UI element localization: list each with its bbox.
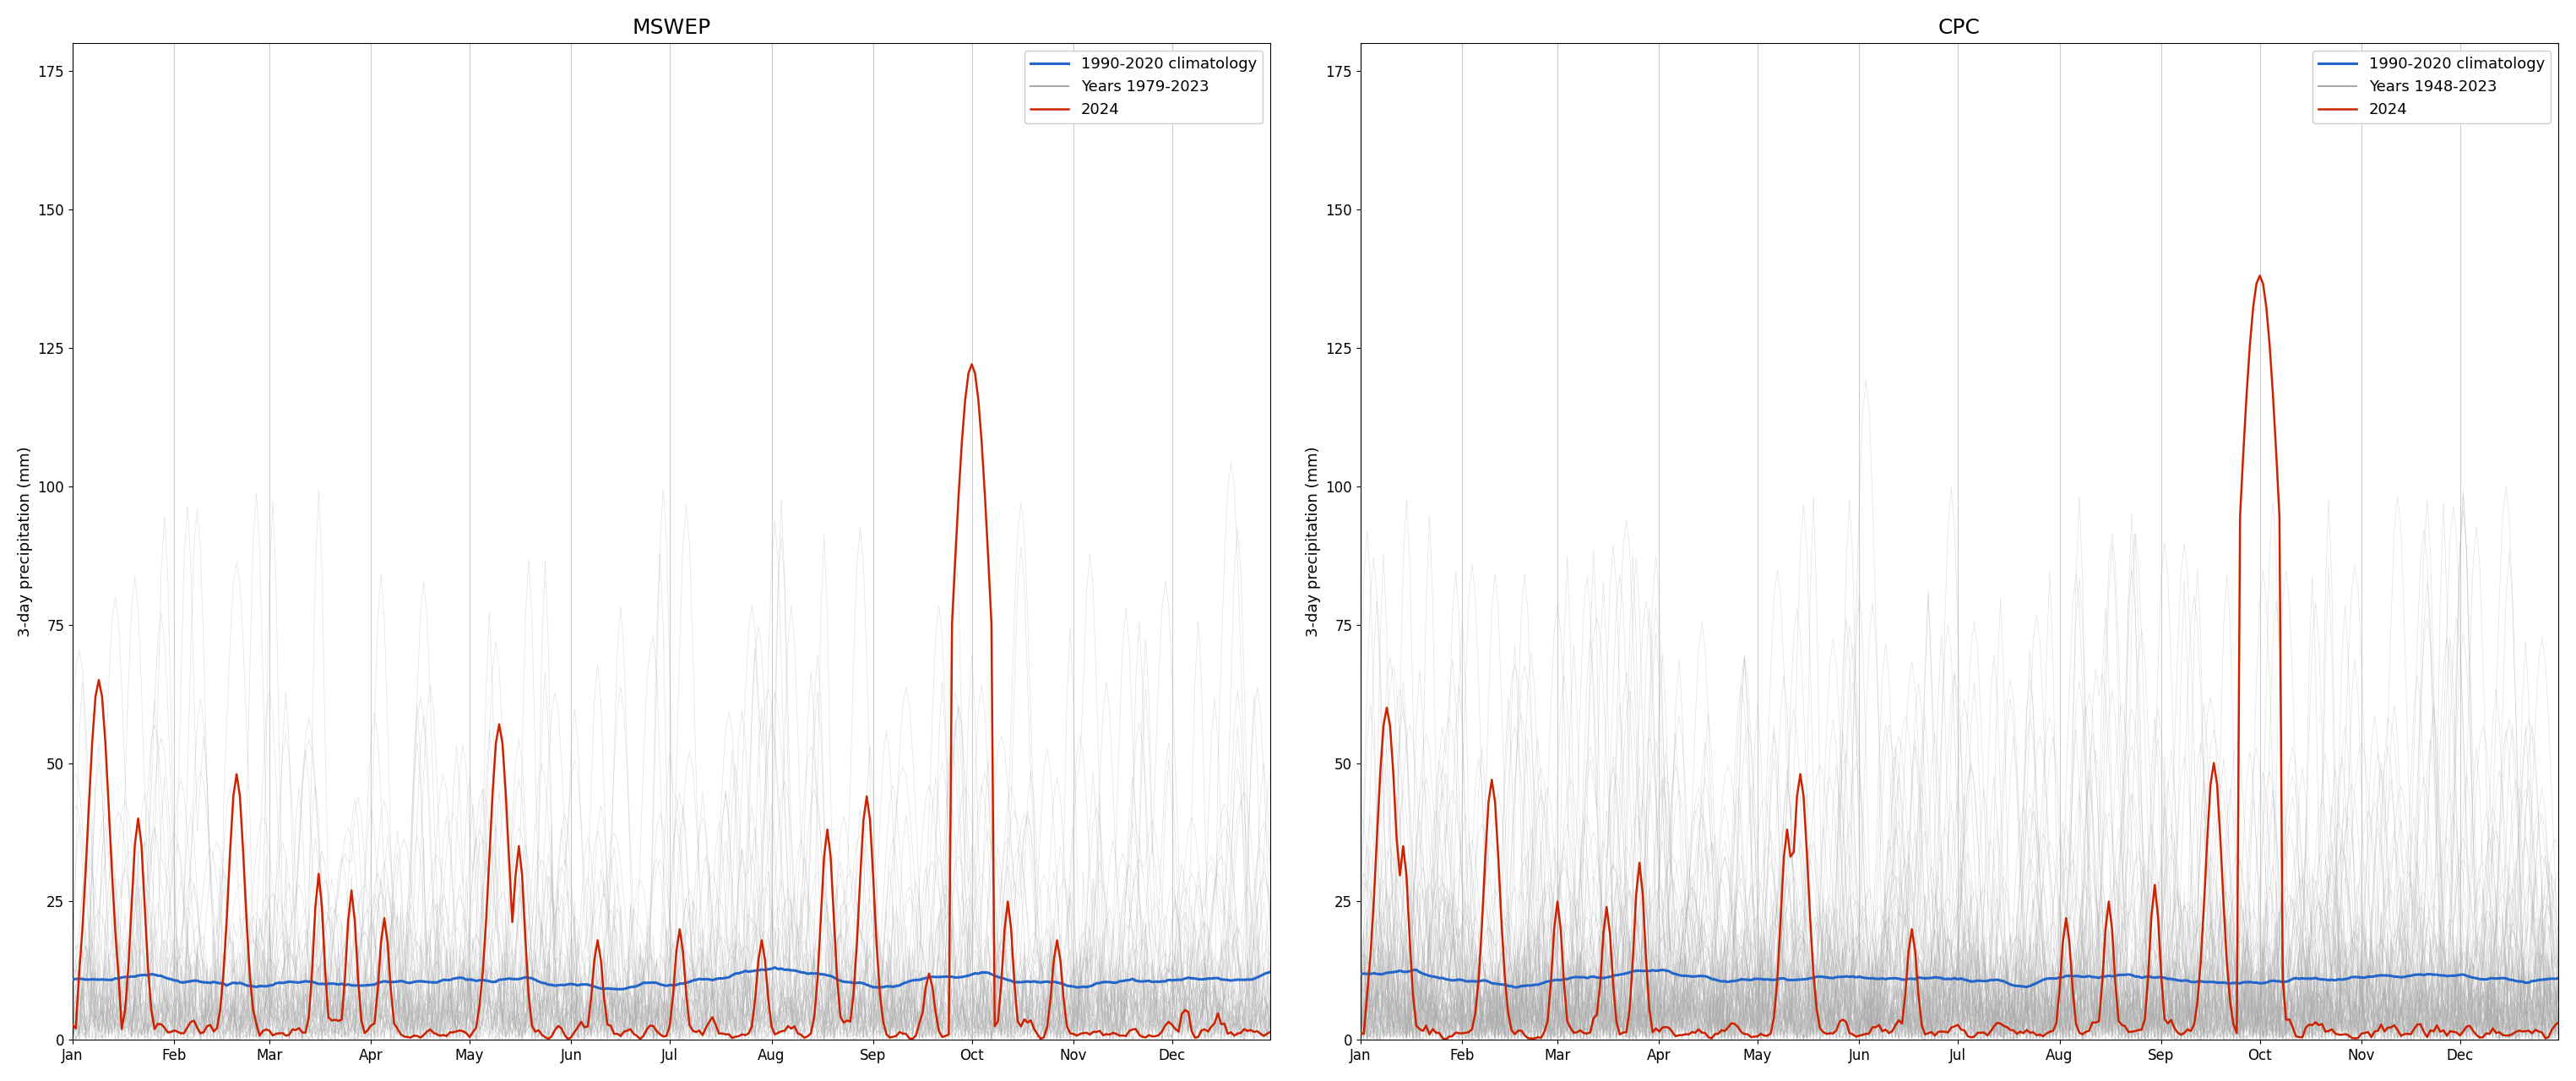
Title: CPC: CPC (1937, 17, 1981, 38)
1990-2020 climatology (951, 970, 981, 983)
Y-axis label: 3-day precipitation (mm): 3-day precipitation (mm) (1306, 446, 1321, 637)
2024 (175, 1015, 206, 1028)
2024 (1255, 1025, 1285, 1038)
1990-2020 climatology (175, 975, 206, 988)
Line: 2024: 2024 (1360, 276, 2558, 1040)
2024 (260, 1027, 291, 1040)
1990-2020 climatology (1595, 971, 1625, 984)
Legend: 1990-2020 climatology, Years 1948-2023, 2024: 1990-2020 climatology, Years 1948-2023, … (2313, 51, 2550, 123)
Y-axis label: 3-day precipitation (mm): 3-day precipitation (mm) (18, 446, 33, 637)
2024 (1551, 1015, 1582, 1028)
1990-2020 climatology (884, 979, 914, 992)
2024 (1345, 1027, 1376, 1040)
2024 (2233, 338, 2264, 351)
2024 (956, 358, 987, 371)
2024 (554, 1032, 585, 1045)
1990-2020 climatology (304, 977, 335, 990)
1990-2020 climatology (1999, 979, 2030, 992)
2024 (304, 867, 335, 880)
2024 (2543, 1016, 2573, 1029)
1990-2020 climatology (760, 961, 791, 974)
2024 (1994, 1024, 2025, 1037)
1990-2020 climatology (1463, 975, 1494, 988)
2024 (1466, 918, 1497, 931)
Title: MSWEP: MSWEP (631, 17, 711, 38)
1990-2020 climatology (1255, 965, 1285, 978)
1990-2020 climatology (2543, 972, 2573, 985)
2024 (2244, 269, 2275, 282)
2024 (706, 1027, 737, 1040)
1990-2020 climatology (260, 977, 291, 990)
2024 (1595, 927, 1625, 940)
1990-2020 climatology (1499, 980, 1530, 993)
1990-2020 climatology (57, 973, 88, 986)
Line: 2024: 2024 (72, 364, 1270, 1039)
1990-2020 climatology (1551, 973, 1582, 986)
Line: 1990-2020 climatology: 1990-2020 climatology (1360, 970, 2558, 987)
2024 (1430, 1033, 1461, 1046)
1990-2020 climatology (603, 983, 634, 996)
Legend: 1990-2020 climatology, Years 1979-2023, 2024: 1990-2020 climatology, Years 1979-2023, … (1025, 51, 1262, 123)
Line: 1990-2020 climatology: 1990-2020 climatology (72, 967, 1270, 989)
1990-2020 climatology (1345, 967, 1376, 980)
2024 (2169, 1026, 2200, 1039)
2024 (881, 1029, 912, 1042)
2024 (945, 435, 976, 448)
1990-2020 climatology (2172, 974, 2202, 987)
1990-2020 climatology (706, 972, 737, 985)
1990-2020 climatology (1646, 963, 1677, 976)
2024 (57, 1018, 88, 1031)
1990-2020 climatology (2239, 976, 2269, 989)
